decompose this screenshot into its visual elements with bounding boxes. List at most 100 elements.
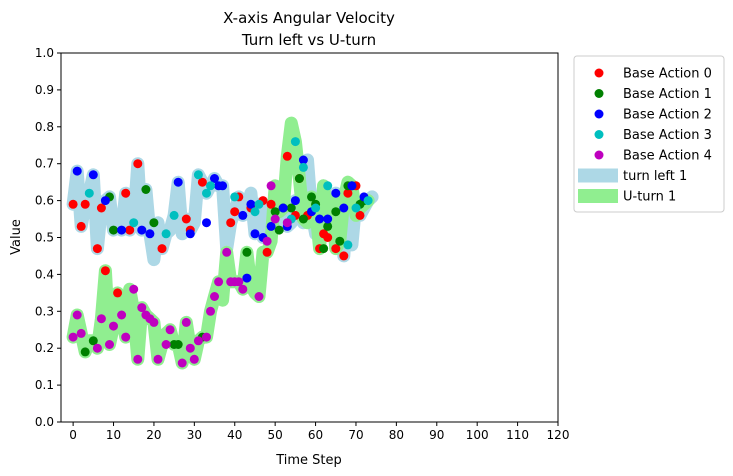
- series-4-point: [72, 310, 82, 320]
- series-1-point: [323, 221, 333, 231]
- x-tick-label: 30: [187, 428, 202, 442]
- series-0-point: [68, 199, 78, 209]
- series-2-point: [202, 218, 211, 228]
- y-tick-label: 0.7: [35, 157, 54, 171]
- legend-band-label-1: U-turn 1: [623, 190, 676, 205]
- series-0-point: [181, 214, 191, 224]
- series-1-point: [307, 192, 316, 202]
- series-2-point: [246, 199, 256, 209]
- y-tick-label: 0.4: [35, 267, 54, 281]
- series-1-point: [242, 247, 252, 257]
- series-3-point: [193, 170, 203, 180]
- series-4-point: [68, 332, 78, 342]
- x-tick-label: 10: [106, 428, 121, 442]
- series-4-point: [133, 354, 143, 364]
- series-3-point: [311, 203, 321, 213]
- series-1-point: [149, 218, 159, 228]
- series-0-point: [339, 251, 349, 261]
- series-4-point: [206, 306, 215, 316]
- series-0-point: [125, 225, 135, 235]
- series-3-point: [250, 207, 260, 217]
- series-1-point: [331, 207, 341, 217]
- y-tick-label: 0.5: [35, 231, 54, 245]
- legend-marker-1: [594, 89, 604, 98]
- series-4-point: [254, 292, 264, 301]
- series-3-point: [230, 192, 240, 202]
- series-4-point: [262, 236, 272, 246]
- series-4-point: [210, 292, 219, 301]
- series-0-point: [230, 207, 240, 217]
- series-2-point: [72, 166, 82, 176]
- series-2-point: [298, 155, 308, 165]
- series-3-point: [290, 137, 300, 147]
- series-4-point: [177, 358, 187, 368]
- series-2-point: [242, 273, 252, 283]
- series-2-point: [266, 221, 276, 231]
- series-4-point: [189, 354, 199, 364]
- series-0-point: [92, 244, 102, 254]
- plot-frame: [60, 52, 559, 423]
- series-3-point: [254, 199, 264, 209]
- legend-band-swatch-0: [578, 168, 618, 183]
- x-tick-label: 20: [146, 428, 161, 442]
- series-0-point: [157, 244, 167, 254]
- series-4-point: [137, 303, 147, 313]
- y-tick-label: 0.3: [35, 304, 54, 318]
- legend-marker-2: [594, 109, 604, 119]
- series-2-point: [339, 203, 349, 213]
- y-tick-label: 0.9: [35, 83, 54, 97]
- series-1-point: [88, 336, 98, 346]
- y-axis: 0.0 0.1 0.2 0.3 0.4 0.5 0.6 0.7 0.8 0.9 1.0: [35, 46, 61, 429]
- y-tick-label: 0.0: [35, 415, 54, 429]
- series-4-point: [117, 310, 127, 320]
- series-2-point: [100, 196, 110, 206]
- series-3-point: [351, 203, 361, 213]
- series-1-point: [270, 207, 280, 217]
- series-2-point: [290, 196, 300, 206]
- series-4-point: [129, 284, 139, 294]
- series-2-point: [137, 225, 147, 235]
- series-0-point: [80, 199, 90, 209]
- y-axis-label: Value: [9, 219, 24, 255]
- legend: Base Action 0 Base Action 1 Base Action 2 B…: [573, 55, 725, 213]
- chart-subtitle: Turn left vs U-turn: [241, 31, 376, 49]
- series-4-point: [222, 247, 232, 257]
- series-3-point: [323, 181, 333, 191]
- series-4-point: [193, 336, 203, 346]
- series-4-point: [234, 277, 244, 287]
- series-4-point: [282, 218, 292, 228]
- series-3-point: [84, 188, 94, 198]
- legend-marker-4: [594, 150, 604, 160]
- series-0-point: [100, 266, 110, 276]
- x-axis: 0 10 20 30 40 50 60 70 80 90 100 110 120: [69, 422, 569, 442]
- x-axis-label: Time Step: [275, 453, 342, 468]
- series-2-point: [173, 177, 183, 187]
- points-layer: [68, 137, 373, 368]
- series-2-point: [278, 203, 288, 213]
- x-tick-label: 80: [389, 428, 404, 442]
- x-tick-label: 90: [429, 428, 444, 442]
- x-tick-label: 0: [69, 428, 77, 442]
- legend-band-label-0: turn left 1: [623, 169, 687, 184]
- series-0-point: [343, 188, 353, 198]
- y-tick-label: 1.0: [35, 46, 54, 60]
- series-4-point: [214, 277, 224, 287]
- x-tick-label: 70: [348, 428, 363, 442]
- series-4-point: [185, 343, 195, 353]
- series-2-point: [218, 181, 228, 191]
- x-tick-label: 120: [547, 428, 570, 442]
- series-0-point: [262, 247, 272, 257]
- series-0-point: [133, 159, 143, 169]
- series-2-point: [323, 214, 333, 224]
- series-3-point: [363, 196, 373, 206]
- series-4-point: [76, 328, 86, 338]
- x-tick-label: 110: [506, 428, 529, 442]
- legend-marker-0: [594, 68, 604, 78]
- series-0-point: [121, 188, 131, 198]
- legend-label-1: Base Action 1: [623, 87, 712, 102]
- series-4-point: [121, 332, 131, 342]
- legend-label-0: Base Action 0: [623, 67, 712, 82]
- y-tick-label: 0.1: [35, 378, 54, 392]
- series-1-point: [286, 203, 296, 213]
